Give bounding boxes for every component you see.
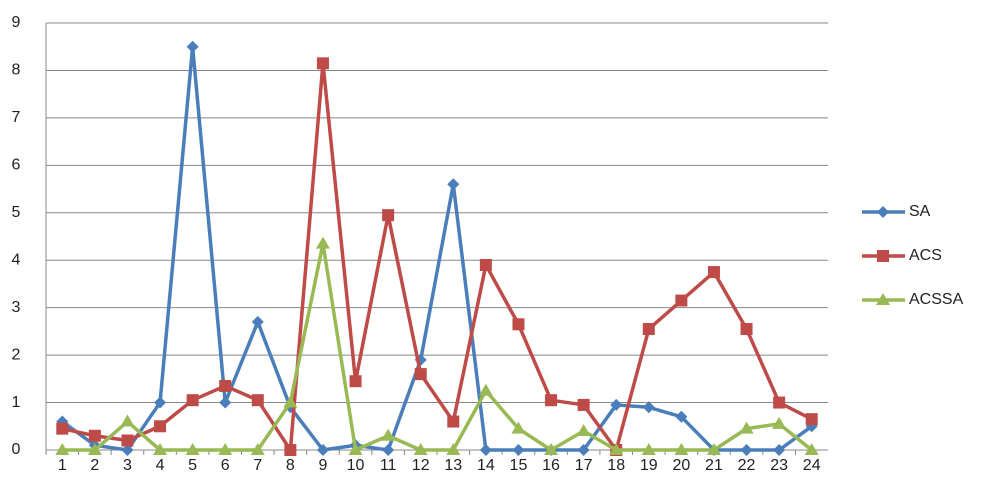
- x-tick-label: 20: [672, 457, 690, 474]
- point: [187, 394, 199, 406]
- point: [317, 57, 329, 69]
- x-tick-label: 6: [221, 457, 230, 474]
- x-tick-label: 7: [253, 457, 262, 474]
- x-tick-label: 9: [319, 457, 328, 474]
- x-tick-label: 21: [705, 457, 723, 474]
- point: [350, 375, 362, 387]
- legend-label: ACS: [909, 247, 942, 264]
- x-tick-label: 22: [738, 457, 756, 474]
- point: [806, 413, 818, 425]
- y-tick-label: 1: [12, 394, 21, 411]
- point: [643, 401, 655, 413]
- point: [382, 444, 394, 456]
- point: [741, 444, 753, 456]
- point: [284, 444, 296, 456]
- x-tick-label: 17: [575, 457, 593, 474]
- x-tick-label: 18: [607, 457, 625, 474]
- y-tick-label: 4: [12, 251, 21, 268]
- point: [154, 420, 166, 432]
- legend-marker: [877, 250, 889, 262]
- x-tick-label: 12: [412, 457, 430, 474]
- point: [89, 430, 101, 442]
- point: [480, 259, 492, 271]
- point: [708, 266, 720, 278]
- point: [252, 316, 264, 328]
- x-tick-label: 19: [640, 457, 658, 474]
- y-tick-label: 5: [12, 204, 21, 221]
- point: [480, 444, 492, 456]
- point: [219, 380, 231, 392]
- x-tick-label: 4: [156, 457, 165, 474]
- legend-marker: [877, 206, 889, 218]
- point: [219, 397, 231, 409]
- y-tick-label: 8: [12, 62, 21, 79]
- point: [415, 368, 427, 380]
- x-tick-label: 2: [90, 457, 99, 474]
- point: [316, 237, 330, 249]
- point: [512, 444, 524, 456]
- chart: 0123456789123456789101112131415161718192…: [0, 0, 987, 497]
- y-tick-label: 9: [12, 14, 21, 31]
- y-tick-label: 0: [12, 441, 21, 458]
- y-tick-label: 6: [12, 157, 21, 174]
- x-tick-label: 23: [770, 457, 788, 474]
- point: [447, 416, 459, 428]
- point: [56, 423, 68, 435]
- point: [187, 41, 199, 53]
- y-tick-label: 7: [12, 109, 21, 126]
- x-tick-label: 5: [188, 457, 197, 474]
- x-tick-label: 14: [477, 457, 495, 474]
- legend-label: SA: [909, 203, 931, 220]
- point: [479, 384, 493, 396]
- point: [121, 435, 133, 447]
- y-tick-label: 3: [12, 299, 21, 316]
- point: [120, 415, 134, 427]
- x-tick-label: 15: [510, 457, 528, 474]
- x-tick-label: 10: [347, 457, 365, 474]
- x-tick-label: 16: [542, 457, 560, 474]
- y-tick-label: 2: [12, 346, 21, 363]
- point: [741, 323, 753, 335]
- series: [56, 57, 817, 456]
- point: [643, 323, 655, 335]
- point: [577, 424, 591, 436]
- x-tick-label: 13: [444, 457, 462, 474]
- point: [382, 209, 394, 221]
- x-tick-label: 11: [380, 457, 397, 474]
- series: [56, 41, 817, 456]
- point: [545, 394, 557, 406]
- x-tick-label: 3: [123, 457, 132, 474]
- legend-label: ACSSA: [909, 291, 964, 308]
- point: [447, 178, 459, 190]
- point: [512, 318, 524, 330]
- point: [578, 399, 590, 411]
- point: [252, 394, 264, 406]
- series-line: [62, 47, 811, 450]
- x-tick-label: 8: [286, 457, 295, 474]
- point: [773, 397, 785, 409]
- x-tick-label: 1: [58, 457, 67, 474]
- point: [675, 295, 687, 307]
- x-tick-label: 24: [803, 457, 821, 474]
